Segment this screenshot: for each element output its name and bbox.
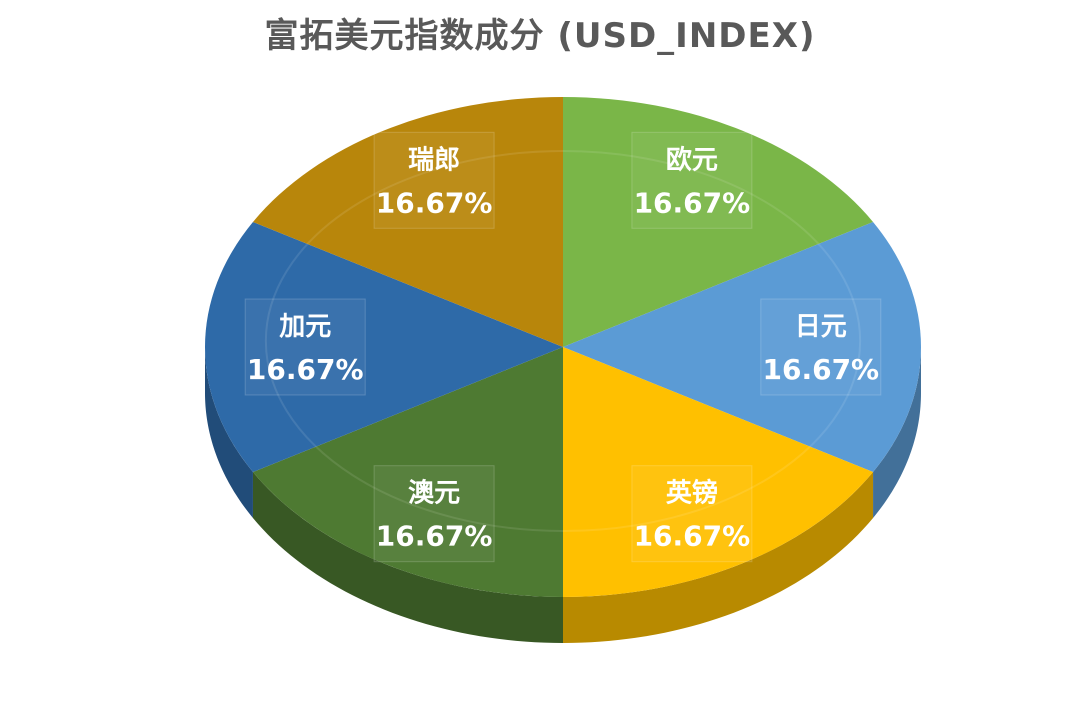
pie-slices (204, 97, 922, 597)
pie-slice-0 (563, 97, 874, 347)
chart-title: 富拓美元指数成分 (USD_INDEX) (264, 16, 816, 56)
slice-label-box (760, 298, 882, 396)
slice-value-label: 16.67% (376, 520, 493, 553)
slice-category-label: 瑞郎 (408, 145, 460, 175)
slice-category-label: 欧元 (666, 144, 718, 175)
pie-side-4 (205, 347, 253, 518)
slice-value-label: 16.67% (634, 186, 751, 219)
slice-label-3: 澳元 16.67% (373, 465, 495, 563)
slice-label-4: 加元 16.67% (244, 298, 366, 396)
pie-slice-1 (563, 222, 922, 472)
slice-label-2: 英镑 16.67% (631, 465, 753, 563)
pie-side-3 (252, 472, 563, 643)
pie-slice-4 (204, 222, 564, 472)
slice-label-box (631, 465, 753, 563)
slice-label-box (631, 131, 753, 229)
pie-slice-3 (252, 347, 563, 597)
pie-side-1 (873, 347, 921, 518)
slice-category-label: 澳元 (408, 479, 460, 509)
slice-label-box (373, 131, 495, 229)
slice-value-label: 16.67% (762, 353, 879, 386)
slice-category-label: 英镑 (666, 478, 718, 509)
pie-labels: 欧元 16.67% 日元 16.67% 英镑 16.67% 澳元 16.67% 加元 16.67%… (244, 131, 882, 563)
pie-side-2 (563, 472, 874, 643)
pie-side-walls (205, 347, 921, 643)
slice-label-5: 瑞郎 16.67% (373, 131, 495, 229)
slice-label-0: 欧元 16.67% (631, 131, 753, 229)
pie-slice-2 (563, 347, 874, 597)
pie-inner-ring (264, 150, 862, 532)
slice-value-label: 16.67% (376, 186, 493, 219)
slice-label-1: 日元 16.67% (760, 298, 882, 396)
slice-label-box (244, 298, 366, 396)
slice-category-label: 日元 (795, 312, 847, 342)
slice-category-label: 加元 (279, 312, 331, 342)
slice-label-box (373, 465, 495, 563)
pie-slice-5 (252, 97, 563, 347)
slice-value-label: 16.67% (247, 353, 364, 386)
slice-value-label: 16.67% (634, 520, 751, 553)
